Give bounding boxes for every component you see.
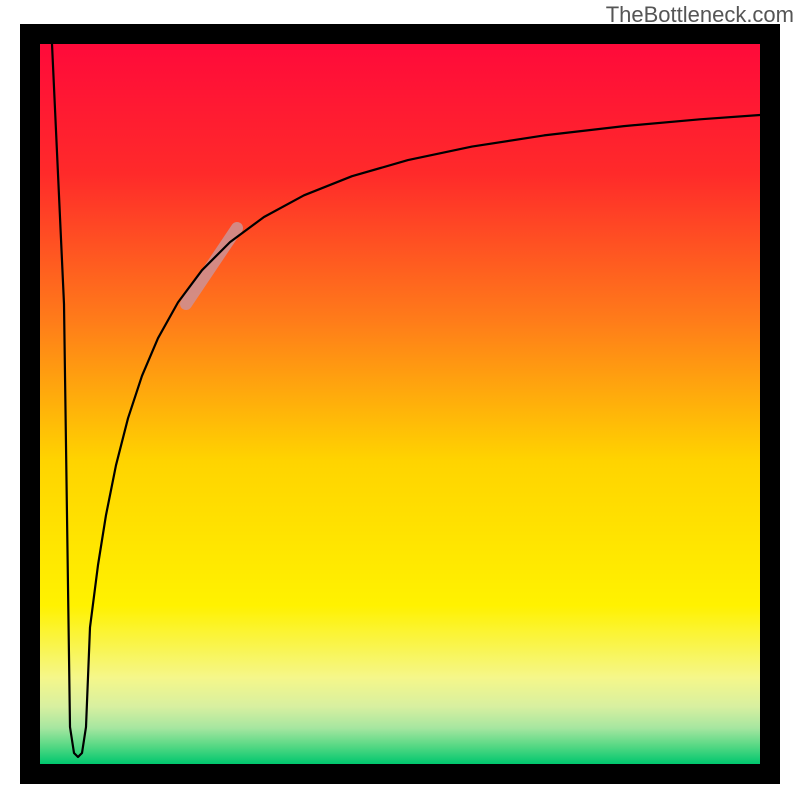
chart-root: TheBottleneck.com: [0, 0, 800, 800]
curve-layer: [40, 44, 760, 764]
chart-frame: [20, 24, 780, 784]
watermark: TheBottleneck.com: [606, 2, 794, 28]
bottleneck-curve: [52, 44, 760, 757]
curve-highlight: [186, 228, 237, 304]
